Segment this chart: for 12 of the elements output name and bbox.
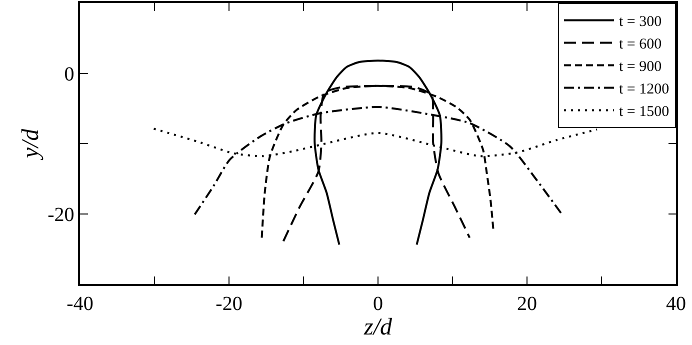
x-tick-label: 40 <box>666 292 686 315</box>
x-tick-label: -40 <box>66 292 94 315</box>
legend-label: t = 1200 <box>619 82 670 98</box>
legend-label: t = 1500 <box>619 104 670 120</box>
y-axis-title: y/d <box>18 128 44 160</box>
x-tick-label: -20 <box>216 292 242 315</box>
x-tick-label: 0 <box>373 292 383 315</box>
legend-label: t = 300 <box>619 14 662 30</box>
legend-label: t = 900 <box>619 59 662 76</box>
x-axis-title: z/d <box>362 314 393 341</box>
legend-label: t = 600 <box>619 36 662 53</box>
x-tick-label: 20 <box>517 292 537 315</box>
